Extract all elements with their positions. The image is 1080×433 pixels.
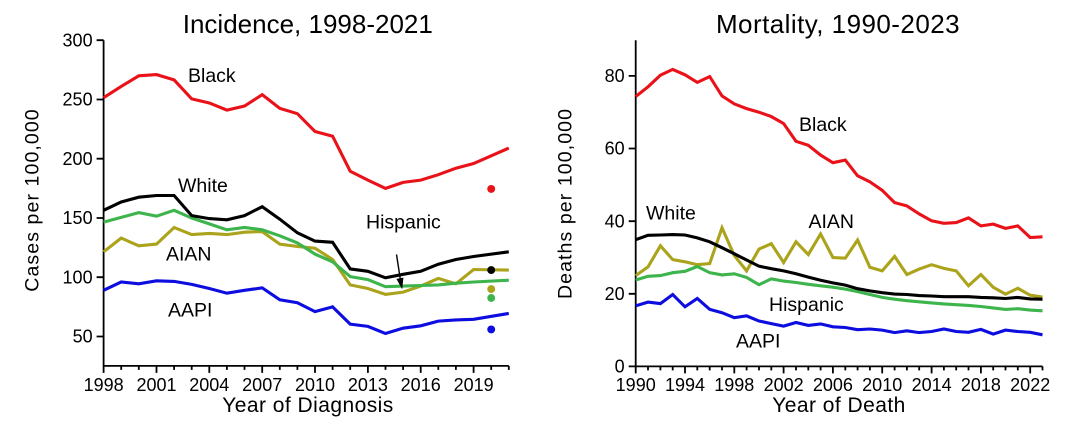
svg-text:150: 150 [63,208,93,228]
svg-text:2014: 2014 [912,375,952,395]
svg-text:Incidence, 1998-2021: Incidence, 1998-2021 [183,9,433,39]
svg-text:2001: 2001 [136,375,176,395]
svg-text:2006: 2006 [813,375,853,395]
svg-text:1990: 1990 [616,375,656,395]
svg-text:1998: 1998 [714,375,754,395]
svg-text:2007: 2007 [242,375,282,395]
svg-text:0: 0 [615,357,625,377]
svg-text:2002: 2002 [764,375,804,395]
svg-text:2016: 2016 [401,375,441,395]
svg-text:AIAN: AIAN [166,244,212,266]
svg-text:Hispanic: Hispanic [366,212,441,234]
svg-text:60: 60 [605,139,625,159]
svg-text:2013: 2013 [348,375,388,395]
svg-text:1998: 1998 [84,375,124,395]
svg-text:White: White [178,175,228,197]
svg-text:100: 100 [63,267,93,287]
svg-text:50: 50 [73,327,93,347]
svg-text:2019: 2019 [454,375,494,395]
svg-text:Black: Black [188,65,236,87]
svg-text:2018: 2018 [961,375,1001,395]
svg-text:2010: 2010 [295,375,335,395]
svg-text:White: White [646,203,696,225]
svg-text:20: 20 [605,284,625,304]
svg-text:AAPI: AAPI [736,331,780,353]
svg-text:Year of Death: Year of Death [772,394,906,417]
svg-text:Mortality, 1990-2023: Mortality, 1990-2023 [716,9,960,39]
svg-text:80: 80 [605,66,625,86]
svg-text:40: 40 [605,211,625,231]
svg-text:2004: 2004 [189,375,229,395]
svg-text:Deaths per 100,000: Deaths per 100,000 [555,108,577,299]
svg-text:AAPI: AAPI [168,300,212,322]
svg-text:Black: Black [799,114,847,136]
svg-text:Cases per 100,000: Cases per 100,000 [22,108,44,291]
svg-text:Year of Diagnosis: Year of Diagnosis [222,394,393,417]
svg-text:1994: 1994 [665,375,705,395]
svg-text:300: 300 [63,30,93,50]
svg-text:AIAN: AIAN [809,211,855,233]
svg-text:200: 200 [63,149,93,169]
svg-text:250: 250 [63,90,93,110]
svg-text:Hispanic: Hispanic [769,294,844,316]
svg-text:2022: 2022 [1010,375,1050,395]
svg-text:2010: 2010 [862,375,902,395]
